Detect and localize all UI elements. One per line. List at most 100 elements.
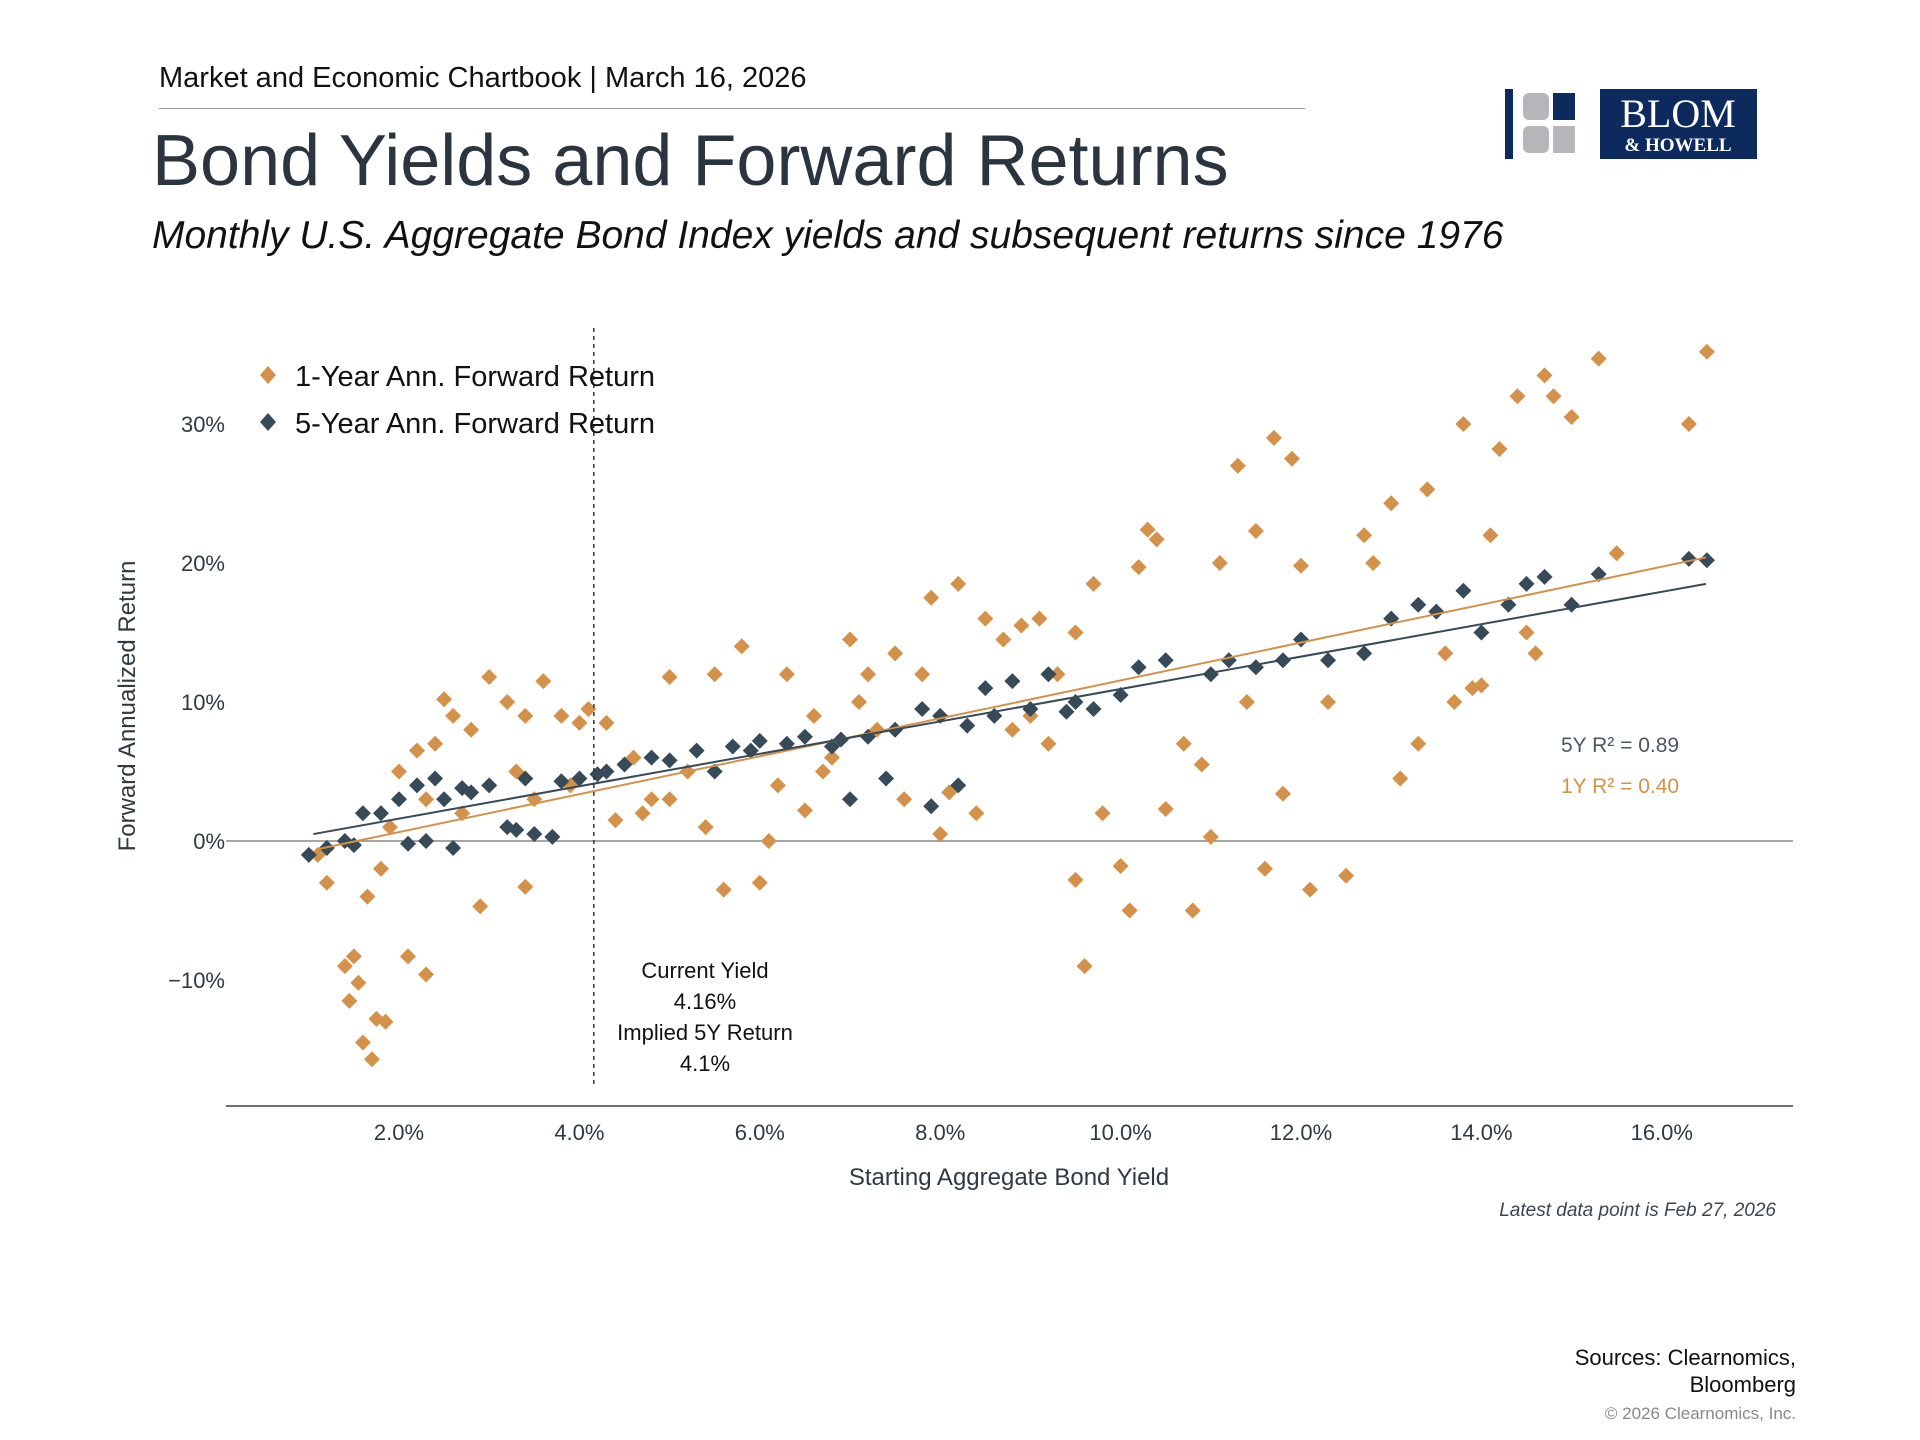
point-one_year bbox=[363, 1051, 380, 1068]
point-one_year bbox=[1265, 429, 1282, 446]
legend-label-5y: 5-Year Ann. Forward Return bbox=[295, 408, 655, 440]
point-one_year bbox=[1229, 457, 1246, 474]
x-axis-label: Starting Aggregate Bond Yield bbox=[849, 1164, 1169, 1191]
trendline-five_year bbox=[313, 582, 1707, 836]
point-five_year bbox=[300, 846, 317, 863]
point-one_year bbox=[336, 958, 353, 975]
point-five_year bbox=[1293, 631, 1309, 648]
point-one_year bbox=[643, 791, 660, 808]
point-one_year bbox=[463, 721, 480, 738]
point-one_year bbox=[571, 714, 588, 731]
point-five_year bbox=[1356, 645, 1373, 662]
point-one_year bbox=[860, 666, 877, 683]
point-one_year bbox=[950, 575, 967, 592]
point-one_year bbox=[1563, 409, 1580, 426]
scatter-chart: 30% 20% 10% 0% −10% 2.0% 4.0% 6.0% 8.0% 10.0% 12.… bbox=[114, 328, 1793, 1191]
point-one_year bbox=[1536, 367, 1553, 384]
y-tick-label: 20% bbox=[181, 551, 225, 576]
annotation-line-2: 4.16% bbox=[674, 989, 736, 1014]
x-tick-label: 6.0% bbox=[735, 1120, 785, 1145]
point-one_year bbox=[796, 802, 813, 819]
point-one_year bbox=[1455, 416, 1472, 432]
point-one_year bbox=[1067, 871, 1084, 888]
point-one_year bbox=[896, 791, 913, 808]
point-one_year bbox=[1013, 617, 1030, 634]
point-one_year bbox=[1437, 645, 1454, 662]
point-one_year bbox=[751, 874, 768, 891]
point-one_year bbox=[409, 742, 426, 759]
point-five_year bbox=[517, 770, 534, 787]
point-one_year bbox=[1383, 495, 1400, 512]
point-one_year bbox=[1527, 645, 1544, 662]
point-five_year bbox=[391, 791, 407, 808]
point-one_year bbox=[381, 819, 398, 836]
point-one_year bbox=[1112, 858, 1129, 875]
point-five_year bbox=[427, 770, 444, 787]
point-one_year bbox=[1175, 735, 1192, 752]
x-tick-label: 12.0% bbox=[1270, 1120, 1332, 1145]
point-one_year bbox=[1211, 555, 1228, 571]
point-one_year bbox=[427, 735, 444, 752]
point-one_year bbox=[1193, 756, 1210, 773]
point-five_year bbox=[643, 749, 660, 766]
point-five_year bbox=[1220, 652, 1237, 669]
point-one_year bbox=[1283, 450, 1300, 467]
point-one_year bbox=[1482, 527, 1499, 544]
point-one_year bbox=[377, 1013, 394, 1030]
sources: Sources: Clearnomics, Bloomberg bbox=[1575, 1344, 1796, 1398]
point-one_year bbox=[1518, 624, 1535, 641]
y-tick-label: 30% bbox=[181, 412, 225, 437]
y-tick-label: 0% bbox=[193, 829, 225, 854]
point-five_year bbox=[977, 680, 994, 697]
point-one_year bbox=[517, 878, 534, 895]
annotation-line-1: Current Yield bbox=[641, 958, 768, 983]
svg-text:BLOM: BLOM bbox=[1620, 91, 1736, 136]
point-five_year bbox=[842, 791, 858, 808]
point-five_year bbox=[354, 805, 371, 822]
point-one_year bbox=[851, 694, 868, 710]
point-one_year bbox=[1509, 388, 1526, 405]
point-one_year bbox=[1590, 350, 1607, 367]
point-one_year bbox=[1392, 770, 1409, 787]
point-five_year bbox=[1202, 666, 1219, 683]
x-tick-label: 4.0% bbox=[554, 1120, 604, 1145]
point-one_year bbox=[1184, 902, 1201, 919]
point-one_year bbox=[1293, 557, 1309, 574]
point-five_year bbox=[526, 826, 543, 843]
point-five_year bbox=[571, 770, 588, 787]
point-five_year bbox=[1518, 575, 1535, 592]
point-one_year bbox=[1031, 610, 1048, 627]
point-five_year bbox=[1473, 624, 1490, 641]
point-one_year bbox=[445, 707, 462, 724]
point-one_year bbox=[499, 694, 516, 710]
point-one_year bbox=[995, 631, 1012, 648]
legend-marker-1y bbox=[260, 366, 276, 384]
point-one_year bbox=[932, 826, 949, 843]
point-five_year bbox=[959, 717, 976, 734]
point-one_year bbox=[977, 610, 994, 627]
trendline-one_year bbox=[316, 556, 1707, 851]
header-divider bbox=[159, 108, 1305, 109]
point-five_year bbox=[1680, 550, 1697, 567]
point-one_year bbox=[372, 860, 389, 877]
point-one_year bbox=[760, 833, 777, 849]
point-five_year bbox=[1410, 596, 1427, 613]
point-one_year bbox=[607, 812, 624, 829]
point-five_year bbox=[481, 777, 498, 794]
x-tick-label: 2.0% bbox=[374, 1120, 424, 1145]
point-one_year bbox=[1157, 801, 1174, 818]
point-one_year bbox=[887, 645, 904, 662]
point-one_year bbox=[1130, 559, 1147, 576]
point-five_year bbox=[1085, 700, 1102, 717]
blom-howell-logo: BLOM & HOWELL bbox=[1505, 89, 1757, 159]
page-subtitle: Monthly U.S. Aggregate Bond Index yields… bbox=[152, 214, 1504, 257]
point-five_year bbox=[553, 773, 570, 790]
point-one_year bbox=[1446, 694, 1463, 710]
sources-line-1: Sources: Clearnomics, bbox=[1574, 1345, 1796, 1370]
point-one_year bbox=[1698, 343, 1715, 360]
point-one_year bbox=[1338, 867, 1355, 884]
point-one_year bbox=[1491, 441, 1508, 458]
legend-label-1y: 1-Year Ann. Forward Return bbox=[295, 361, 655, 393]
point-one_year bbox=[400, 948, 417, 965]
x-tick-label: 8.0% bbox=[915, 1120, 965, 1145]
